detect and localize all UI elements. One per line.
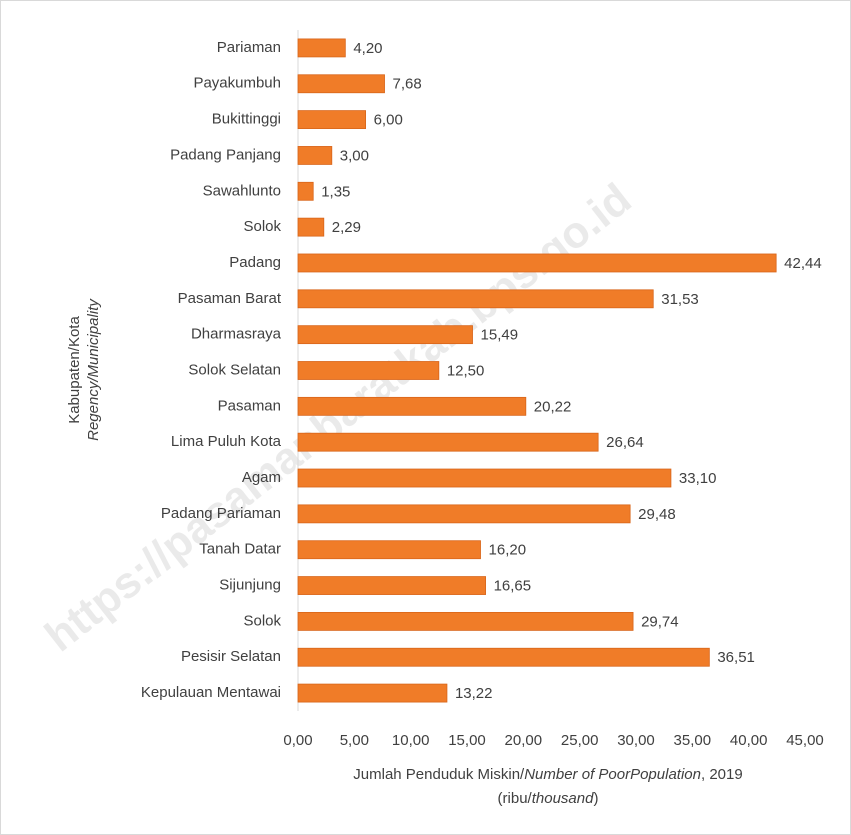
value-label: 26,64 (606, 434, 644, 451)
value-label: 16,20 (489, 542, 527, 559)
value-label: 31,53 (661, 291, 699, 308)
bar (297, 146, 333, 165)
bar (297, 396, 527, 416)
x-axis-title-part: (ribu/ (498, 790, 533, 807)
value-label: 42,44 (784, 255, 822, 272)
y-tick-label: Sijunjung (219, 577, 281, 594)
y-axis-title: Kabupaten/Kota (66, 316, 83, 424)
value-label: 29,74 (641, 613, 679, 630)
y-tick-label: Tanah Datar (199, 541, 281, 558)
bar (297, 683, 448, 703)
bar (297, 74, 385, 94)
y-tick-label: Payakumbuh (193, 75, 281, 92)
y-tick-label: Solok (243, 218, 281, 235)
value-label: 33,10 (679, 470, 717, 487)
bar (297, 181, 314, 201)
y-axis-title: Regency/Municipality (85, 298, 102, 441)
value-label: 1,35 (321, 183, 350, 200)
x-axis-title: Jumlah Penduduk Miskin/Number of PoorPop… (353, 766, 742, 783)
y-tick-label: Pariaman (217, 39, 281, 56)
x-axis-title-part: Jumlah Penduduk Miskin/ (353, 766, 525, 783)
bar (297, 468, 672, 488)
x-tick-label: 40,00 (730, 732, 768, 749)
y-tick-label: Padang Pariaman (161, 505, 281, 522)
value-label: 36,51 (717, 649, 755, 666)
bar (297, 611, 634, 631)
x-axis-title-part: thousand (532, 790, 594, 807)
x-tick-label: 15,00 (448, 732, 486, 749)
value-label: 29,48 (638, 506, 676, 523)
x-axis-title-part: Number of PoorPopulation (524, 766, 701, 783)
value-label: 20,22 (534, 398, 572, 415)
value-label: 4,20 (353, 40, 382, 57)
bar (297, 576, 486, 595)
bar (297, 325, 473, 345)
x-tick-label: 0,00 (283, 732, 312, 749)
bar (297, 253, 777, 273)
x-tick-label: 25,00 (561, 732, 599, 749)
y-tick-label: Solok (243, 612, 281, 629)
value-label: 13,22 (455, 685, 493, 702)
x-axis-title-part: , 2019 (701, 766, 743, 783)
y-tick-label: Solok Selatan (188, 361, 281, 378)
bar (297, 38, 346, 58)
value-label: 6,00 (374, 112, 403, 129)
bar (297, 647, 710, 667)
bar (297, 110, 366, 130)
bar (297, 540, 481, 560)
value-label: 3,00 (340, 147, 369, 164)
y-tick-label: Padang (229, 254, 281, 271)
y-tick-label: Pasaman (218, 397, 281, 414)
x-tick-label: 30,00 (617, 732, 655, 749)
value-label: 15,49 (481, 327, 519, 344)
value-label: 16,65 (494, 578, 532, 595)
y-tick-label: Kepulauan Mentawai (141, 684, 281, 701)
y-tick-label: Lima Puluh Kota (171, 433, 282, 450)
x-axis-title-part: ) (593, 790, 598, 807)
x-tick-label: 20,00 (505, 732, 543, 749)
bar (297, 432, 599, 452)
y-tick-label: Dharmasraya (191, 326, 282, 343)
x-tick-label: 35,00 (674, 732, 712, 749)
bar (297, 217, 325, 237)
x-axis-title: (ribu/thousand) (498, 790, 599, 807)
x-tick-label: 5,00 (340, 732, 369, 749)
y-tick-label: Padang Panjang (170, 146, 281, 163)
y-tick-label: Bukittinggi (212, 111, 281, 128)
x-tick-label: 45,00 (786, 732, 824, 749)
value-label: 2,29 (332, 219, 361, 236)
value-label: 12,50 (447, 362, 485, 379)
bar (297, 361, 440, 380)
y-tick-label: Sawahlunto (203, 182, 281, 199)
y-tick-label: Pesisir Selatan (181, 648, 281, 665)
y-tick-label: Agam (242, 469, 281, 486)
x-tick-label: 10,00 (392, 732, 430, 749)
y-tick-label: Pasaman Barat (178, 290, 282, 307)
bar (297, 289, 654, 309)
bar (297, 504, 631, 524)
value-label: 7,68 (393, 76, 422, 93)
